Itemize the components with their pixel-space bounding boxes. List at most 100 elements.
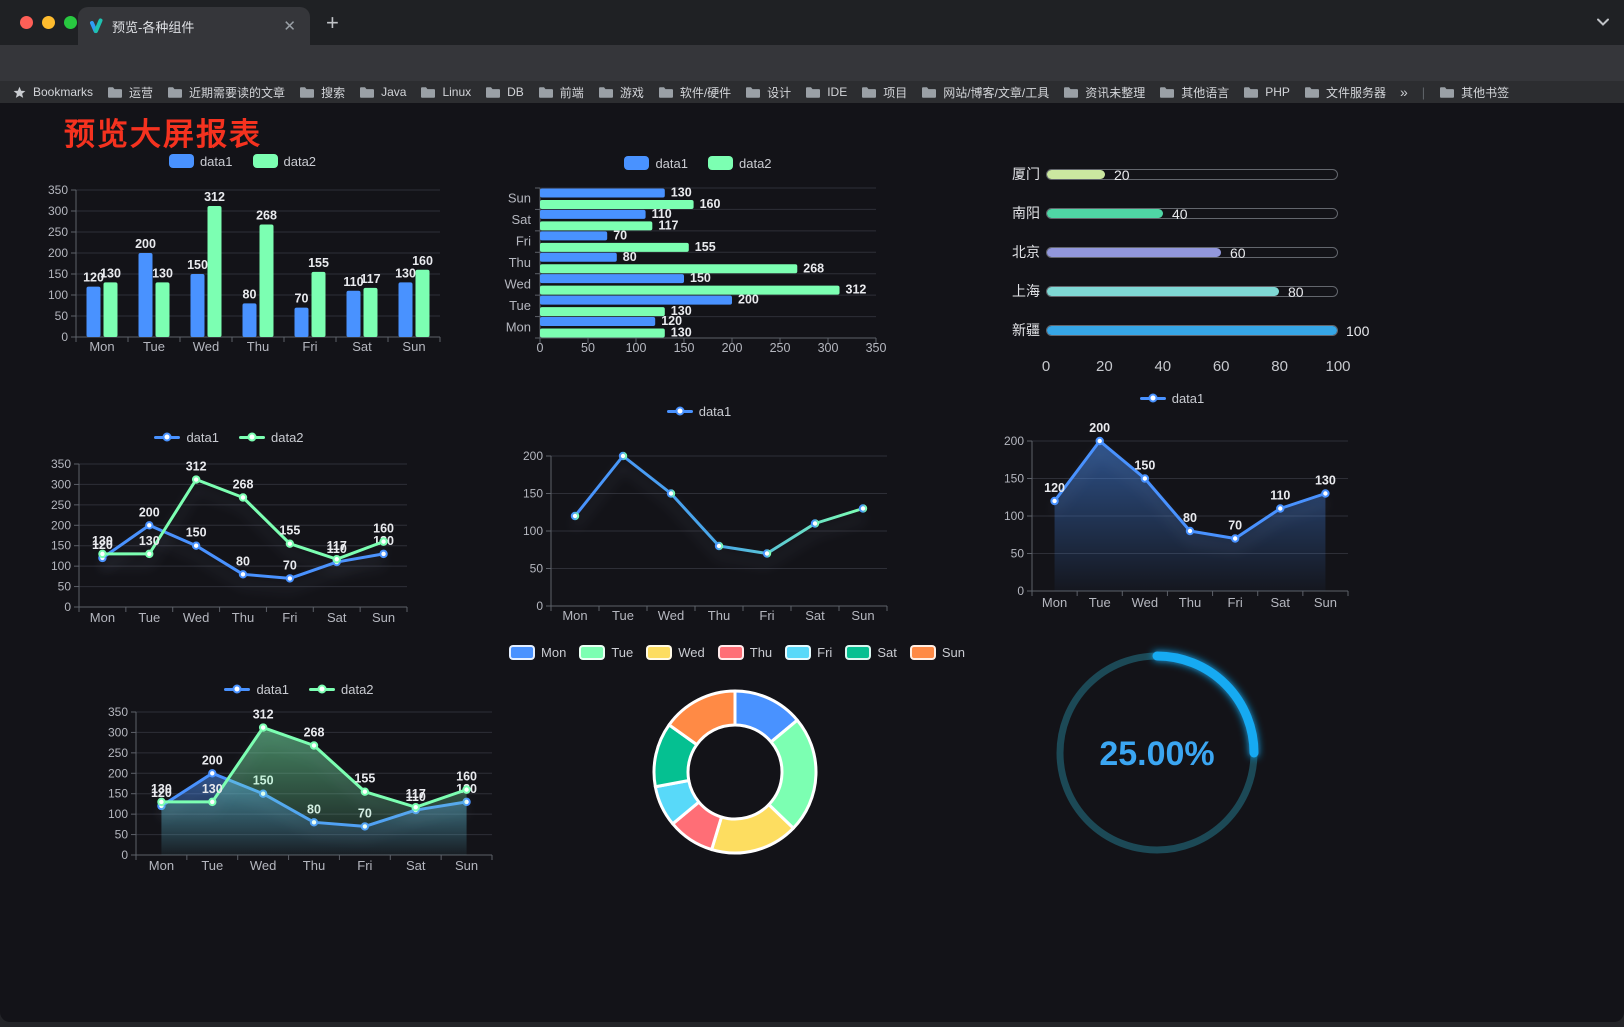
legend-item-data2[interactable]: data2	[252, 153, 317, 169]
legend-item-Mon[interactable]: Mon	[509, 644, 566, 660]
svg-text:Wed: Wed	[1132, 595, 1159, 610]
bookmark-folder[interactable]: 资讯未整理	[1063, 84, 1145, 101]
svg-text:268: 268	[233, 478, 254, 492]
svg-text:150: 150	[108, 787, 128, 801]
traffic-light-close[interactable]	[20, 16, 33, 29]
svg-text:155: 155	[354, 772, 375, 786]
svg-text:200: 200	[139, 505, 160, 519]
legend-item-data1[interactable]: data1	[224, 682, 289, 697]
legend-item-data1[interactable]: data1	[154, 430, 219, 445]
legend-item-data2[interactable]: data2	[239, 430, 304, 445]
svg-text:130: 130	[151, 782, 172, 796]
svg-text:70: 70	[613, 228, 627, 242]
bookmark-folder[interactable]: DB	[485, 85, 524, 99]
svg-text:Thu: Thu	[708, 608, 730, 623]
capsule-axis-label: 40	[1154, 358, 1172, 375]
capsule-label: 北京	[1012, 244, 1040, 260]
legend-item-data2[interactable]: data2	[309, 682, 374, 697]
legend-item-Tue[interactable]: Tue	[579, 644, 634, 660]
bookmark-folder[interactable]: PHP	[1243, 85, 1290, 99]
bookmark-folder[interactable]: Linux	[420, 85, 471, 99]
svg-text:70: 70	[295, 292, 309, 306]
capsule-track: 100	[1046, 323, 1369, 339]
bookmarks-manager[interactable]: Bookmarks	[12, 85, 93, 100]
tab-search-chevron-icon[interactable]	[1596, 17, 1610, 27]
capsule-fill	[1047, 208, 1163, 218]
browser-tab[interactable]: 预览-各种组件 ✕	[78, 7, 310, 45]
legend-swatch	[1139, 391, 1166, 405]
svg-text:300: 300	[48, 204, 68, 218]
svg-text:120: 120	[92, 538, 113, 552]
chart-donut: Mon Tue Wed Thu Fri Sat Sun	[509, 638, 965, 888]
legend-item-data1[interactable]: data1	[168, 154, 233, 169]
capsule-value: 100	[1346, 322, 1370, 339]
new-tab-button[interactable]: +	[326, 10, 339, 35]
svg-text:312: 312	[253, 708, 274, 722]
bookmark-folder[interactable]: 软件/硬件	[658, 84, 731, 101]
capsule-row-新疆: 新疆 100	[998, 321, 1398, 339]
svg-text:0: 0	[61, 330, 68, 344]
bookmark-folder[interactable]: 运营	[107, 84, 153, 101]
svg-text:Fri: Fri	[282, 610, 297, 625]
bookmark-folder[interactable]: IDE	[805, 85, 847, 99]
tab-close-icon[interactable]: ✕	[283, 18, 296, 35]
svg-text:0: 0	[1017, 584, 1024, 598]
legend-item-Sun[interactable]: Sun	[909, 644, 965, 660]
legend-item-data2[interactable]: data2	[708, 156, 772, 171]
svg-text:200: 200	[738, 293, 759, 307]
legend-label: data1	[698, 403, 732, 419]
bookmarks-overflow-chevron[interactable]: »	[1399, 84, 1408, 100]
svg-text:268: 268	[304, 726, 325, 740]
legend-label: data1	[1171, 390, 1205, 406]
chart-canvas-bar-horizontal: 0 50 100 150 200 250 300 350 Mon Tue Wed Thu Fri Sat S…	[505, 185, 887, 355]
svg-text:250: 250	[51, 498, 71, 512]
bookmark-folder[interactable]: 文件服务器	[1304, 84, 1386, 101]
svg-text:117: 117	[360, 272, 380, 286]
capsule-row-厦门: 厦门 20	[998, 165, 1398, 183]
bookmark-folder[interactable]: 搜索	[299, 84, 345, 101]
legend-label: Tue	[611, 644, 634, 660]
legend-item-data1[interactable]: data1	[666, 403, 732, 419]
svg-text:Thu: Thu	[232, 610, 254, 625]
legend-item-Fri[interactable]: Fri	[785, 644, 832, 660]
bookmark-folder[interactable]: 游戏	[598, 84, 644, 101]
page-title: 预览大屏报表	[64, 117, 262, 152]
svg-text:Sun: Sun	[455, 858, 478, 873]
legend-item-Sat[interactable]: Sat	[845, 644, 897, 660]
legend-item-data1[interactable]: data1	[1139, 390, 1205, 406]
legend-item-Wed[interactable]: Wed	[646, 644, 705, 660]
capsule-track: 80	[1046, 284, 1338, 300]
favicon	[88, 18, 104, 34]
legend-label: data2	[283, 153, 317, 169]
bookmark-folder[interactable]: 项目	[861, 84, 907, 101]
traffic-light-minimize[interactable]	[42, 16, 55, 29]
capsule-value: 40	[1172, 205, 1188, 222]
svg-text:350: 350	[48, 183, 68, 197]
legend-item-Thu[interactable]: Thu	[717, 644, 772, 660]
bookmark-folder[interactable]: 网站/博客/文章/工具	[921, 84, 1049, 101]
legend-item-data1[interactable]: data1	[624, 156, 688, 171]
svg-text:150: 150	[1134, 459, 1155, 473]
svg-text:0: 0	[64, 600, 71, 614]
svg-text:Tue: Tue	[1089, 595, 1111, 610]
tab-strip: 预览-各种组件 ✕ +	[0, 0, 1624, 45]
svg-text:Thu: Thu	[509, 255, 531, 270]
svg-text:130: 130	[152, 266, 173, 280]
chart-canvas-bar-grouped: 0 50 100 150 200 250 300 350 Mon Tue Wed Thu Fri Sat S…	[48, 183, 441, 354]
bookmark-folder[interactable]: 设计	[745, 84, 791, 101]
svg-text:100: 100	[48, 288, 68, 302]
chart-legend: data1 data2	[45, 424, 413, 450]
svg-text:Mon: Mon	[89, 339, 114, 354]
svg-text:312: 312	[186, 460, 207, 474]
svg-text:120: 120	[151, 786, 172, 800]
legend-swatch	[646, 644, 673, 660]
bookmark-folder[interactable]: 近期需要读的文章	[167, 84, 285, 101]
traffic-light-zoom[interactable]	[64, 16, 77, 29]
bookmark-folder[interactable]: 其他语言	[1159, 84, 1229, 101]
svg-text:50: 50	[581, 341, 595, 355]
svg-text:130: 130	[92, 534, 113, 548]
other-bookmarks-folder[interactable]: 其他书签	[1439, 84, 1509, 101]
bookmark-folder[interactable]: Java	[359, 85, 406, 99]
svg-text:Sat: Sat	[805, 608, 825, 623]
bookmark-folder[interactable]: 前端	[538, 84, 584, 101]
